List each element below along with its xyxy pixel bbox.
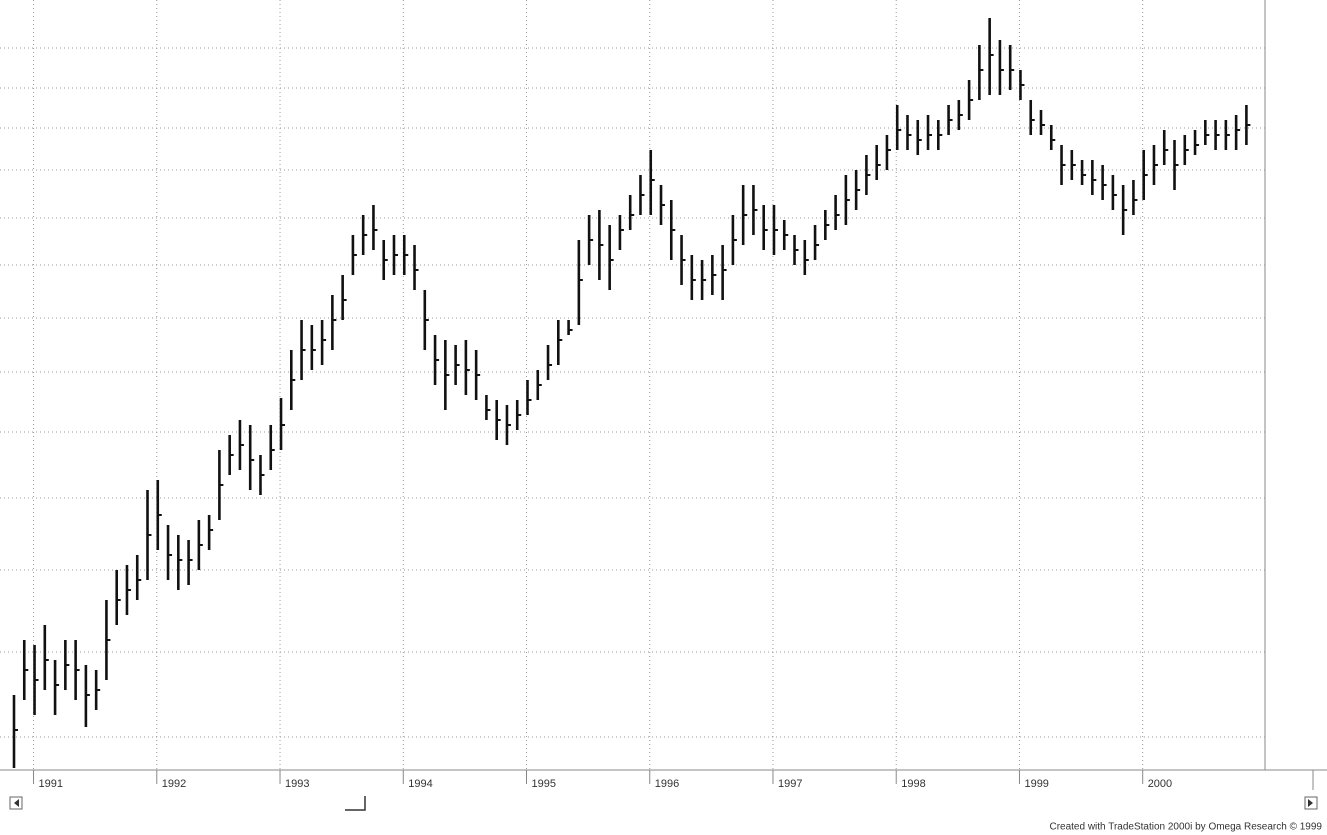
scroll-left-arrow xyxy=(14,799,19,807)
scroll-left-button[interactable] xyxy=(9,796,23,810)
x-tick-label: 1993 xyxy=(285,778,309,790)
x-tick-label: 1994 xyxy=(408,778,432,790)
x-tick-label: 1991 xyxy=(39,778,63,790)
x-tick-label: 1998 xyxy=(901,778,925,790)
x-tick-label: 2000 xyxy=(1148,778,1172,790)
scroll-marker xyxy=(345,796,366,811)
scroll-right-button[interactable] xyxy=(1304,796,1318,810)
scroll-right-arrow xyxy=(1308,799,1313,807)
x-tick-label: 1999 xyxy=(1024,778,1048,790)
x-tick-label: 1996 xyxy=(655,778,679,790)
x-tick-label: 1992 xyxy=(162,778,186,790)
x-tick-label: 1995 xyxy=(532,778,556,790)
footer: Created with TradeStation 2000i by Omega… xyxy=(1049,822,1322,833)
x-tick-label: 1997 xyxy=(778,778,802,790)
